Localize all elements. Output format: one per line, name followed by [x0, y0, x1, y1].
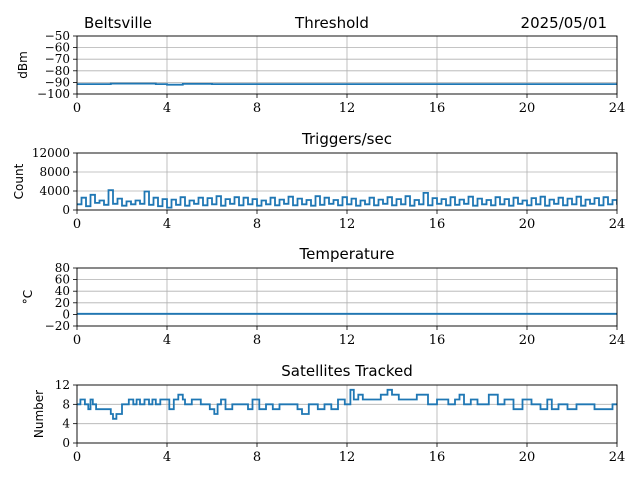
threshold-xtick-label-5: 20 [519, 101, 536, 116]
threshold-ytick-label-4: −60 [45, 41, 70, 55]
temperature-ytick-label-3: 40 [55, 284, 70, 298]
temperature-xtick-label-6: 24 [609, 333, 626, 348]
triggers-xtick-label-0: 0 [73, 217, 81, 232]
chart-title-temperature: Temperature [298, 245, 394, 263]
triggers-series-line-0 [77, 189, 617, 209]
threshold-ytick-label-1: −90 [45, 75, 70, 89]
satellites-ytick-label-2: 8 [62, 397, 70, 411]
triggers-xtick-label-5: 20 [519, 217, 536, 232]
temperature-ylabel: °C [21, 290, 35, 304]
satellites-xtick-label-5: 20 [519, 450, 536, 465]
triggers-ylabel: Count [12, 163, 26, 199]
triggers-ytick-label-3: 12000 [32, 146, 70, 160]
satellites-xtick-label-3: 12 [339, 450, 356, 465]
threshold-ytick-label-0: −100 [37, 87, 70, 101]
threshold-xtick-label-6: 24 [609, 101, 626, 116]
satellites-series-line-0 [77, 388, 617, 420]
temperature-ytick-label-1: 0 [62, 307, 70, 321]
satellites-xtick-label-2: 8 [253, 450, 261, 465]
threshold-ytick-label-3: −70 [45, 52, 70, 66]
satellites-ytick-label-0: 0 [62, 436, 70, 450]
threshold-ylabel: dBm [16, 51, 30, 79]
threshold-ytick-label-2: −80 [45, 64, 70, 78]
satellites-xtick-label-6: 24 [609, 450, 626, 465]
temperature-xtick-label-0: 0 [73, 333, 81, 348]
temperature-xtick-label-2: 8 [253, 333, 261, 348]
triggers-xtick-label-6: 24 [609, 217, 626, 232]
threshold-series-line-0 [77, 82, 617, 86]
temperature-ytick-label-2: 20 [55, 296, 70, 310]
triggers-ytick-label-0: 0 [62, 203, 70, 217]
threshold-xtick-label-0: 0 [73, 101, 81, 116]
chart-title-triggers: Triggers/sec [301, 130, 392, 148]
satellites-xtick-label-4: 16 [429, 450, 446, 465]
threshold-xtick-label-1: 4 [163, 101, 171, 116]
panel-satellites: Satellites Tracked 0 4 8 12 16 20 24 0 4 8 12 Numbe… [32, 362, 625, 465]
triggers-xtick-label-3: 12 [339, 217, 356, 232]
threshold-xtick-label-2: 8 [253, 101, 261, 116]
temperature-ytick-label-4: 60 [55, 273, 70, 287]
threshold-xtick-label-3: 12 [339, 101, 356, 116]
satellites-xtick-label-0: 0 [73, 450, 81, 465]
triggers-ytick-label-2: 8000 [39, 165, 70, 179]
temperature-xtick-label-1: 4 [163, 333, 171, 348]
chart-title-satellites: Satellites Tracked [281, 362, 412, 380]
satellites-ytick-label-3: 12 [55, 378, 70, 392]
temperature-xtick-label-5: 20 [519, 333, 536, 348]
temperature-ytick-label-0: −20 [45, 319, 70, 333]
triggers-xtick-label-2: 8 [253, 217, 261, 232]
station-label: Beltsville [84, 14, 152, 32]
temperature-xtick-label-4: 16 [429, 333, 446, 348]
satellites-ytick-label-1: 4 [62, 417, 70, 431]
satellites-xtick-label-1: 4 [163, 450, 171, 465]
panel-triggers: Triggers/sec 0 4 8 12 16 20 24 0 4000 8000 12000 Co… [12, 130, 625, 232]
triggers-xtick-label-4: 16 [429, 217, 446, 232]
threshold-ytick-label-5: −50 [45, 29, 70, 43]
satellites-ylabel: Number [32, 390, 46, 438]
chart-title-threshold: Threshold [294, 14, 369, 32]
temperature-ytick-label-5: 80 [55, 261, 70, 275]
triggers-xtick-label-1: 4 [163, 217, 171, 232]
date-label: 2025/05/01 [521, 14, 607, 32]
temperature-xtick-label-3: 12 [339, 333, 356, 348]
threshold-xtick-label-4: 16 [429, 101, 446, 116]
triggers-ytick-label-1: 4000 [39, 184, 70, 198]
panel-threshold: Threshold 0 4 8 12 16 20 24 −100−90−80−70−60−50… [16, 14, 625, 116]
